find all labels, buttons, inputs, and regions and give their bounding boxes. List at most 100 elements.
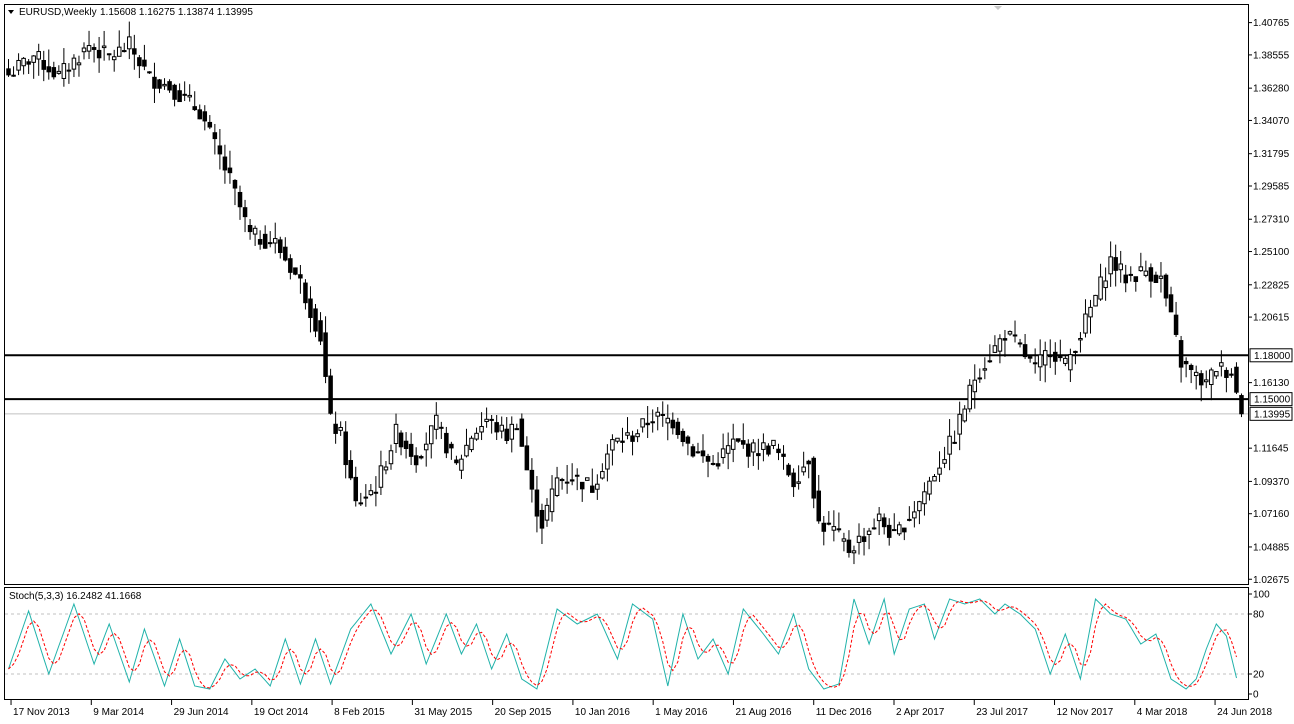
candle-body: [232, 179, 238, 189]
candle-body: [544, 504, 550, 521]
candle-body: [514, 428, 520, 431]
candle-body: [1037, 354, 1043, 368]
candle-body: [1193, 371, 1199, 377]
candle-body: [459, 458, 464, 471]
scroll-marker-icon[interactable]: [994, 6, 1002, 10]
candle-body: [36, 51, 41, 60]
price-tick-label: 1.20615: [1253, 313, 1290, 324]
stoch-axis: 100 80 20 0: [5, 590, 1270, 701]
candle-body: [1093, 294, 1098, 307]
candle-body: [876, 513, 882, 522]
candle-body: [86, 45, 92, 52]
candle-body: [746, 443, 751, 457]
candle-body: [177, 90, 182, 103]
candle-body: [675, 421, 681, 436]
candle-body: [1203, 379, 1209, 383]
candle-body: [806, 460, 811, 465]
candle-body: [811, 457, 816, 499]
candle-body: [897, 524, 902, 535]
candle-body: [428, 425, 434, 445]
candle-body: [1133, 276, 1139, 282]
candle-body: [655, 411, 660, 417]
price-tick-label: 1.25100: [1253, 247, 1290, 258]
horizontal-levels[interactable]: 1.13995 1.18000 1.15000: [5, 348, 1293, 421]
candle-body: [197, 109, 203, 120]
candle-body: [227, 167, 233, 174]
candle-body: [398, 432, 404, 448]
stoch-tick-label: 80: [1253, 610, 1265, 621]
candle-body: [1032, 362, 1038, 365]
candle-body: [237, 191, 243, 208]
candle-body: [902, 527, 907, 533]
candle-body: [1108, 256, 1113, 275]
candle-body: [127, 36, 132, 50]
candle-body: [539, 509, 545, 529]
candle-body: [856, 535, 862, 543]
candle-body: [1113, 257, 1118, 271]
candle-body: [71, 57, 77, 70]
stoch-signal-line: [8, 600, 1237, 689]
candle-body: [786, 464, 791, 476]
candle-body: [751, 442, 756, 453]
time-tick-label: 8 Feb 2015: [334, 707, 385, 718]
candle-body: [881, 517, 887, 528]
candle-body: [1214, 371, 1219, 377]
candle-body: [725, 445, 731, 454]
candle-body: [776, 448, 781, 454]
candle-body: [640, 418, 645, 428]
candle-body: [1128, 273, 1134, 276]
time-tick-label: 17 Nov 2013: [13, 707, 70, 718]
candle-body: [625, 432, 630, 436]
candle-body: [932, 475, 937, 482]
candle-body: [489, 418, 494, 421]
candle-body: [534, 489, 540, 517]
candle-body: [1123, 274, 1128, 284]
candle-body: [1168, 294, 1174, 313]
candle-body: [192, 106, 197, 111]
time-tick-label: 29 Jun 2014: [174, 707, 229, 718]
candle-body: [283, 246, 288, 261]
candle-body: [590, 485, 595, 493]
level-tag: [1249, 392, 1293, 407]
candle-body: [1047, 355, 1053, 358]
candle-body: [76, 62, 82, 66]
candle-body: [1118, 263, 1123, 271]
candle-body: [720, 448, 726, 459]
candle-body: [861, 536, 867, 542]
candle-body: [801, 466, 806, 473]
candle-body: [348, 460, 353, 479]
candle-body: [373, 491, 379, 494]
candle-body: [207, 121, 213, 128]
candle-body: [308, 298, 313, 318]
candle-body: [610, 439, 615, 451]
candle-body: [1002, 338, 1008, 341]
stoch-lines: [8, 597, 1237, 690]
candle-body: [504, 428, 509, 441]
candle-body: [957, 413, 962, 435]
candle-body: [137, 57, 142, 67]
candle-body: [680, 430, 686, 443]
candle-body: [378, 465, 384, 488]
candle-body: [871, 527, 877, 530]
candle-body: [1219, 362, 1224, 367]
candle-body: [408, 443, 414, 457]
candle-body: [101, 45, 107, 49]
candle-body: [781, 453, 786, 457]
price-tick-label: 1.27310: [1253, 215, 1290, 226]
candle-body: [715, 463, 721, 467]
candle-body: [1224, 369, 1229, 378]
chevron-down-icon[interactable]: [8, 10, 14, 14]
candle-body: [796, 481, 801, 484]
candle-body: [1143, 270, 1149, 276]
candle-body: [891, 529, 897, 532]
candle-body: [106, 53, 112, 56]
candle-body: [247, 225, 253, 233]
time-tick-label: 9 Mar 2014: [93, 707, 144, 718]
candle-body: [942, 459, 947, 464]
candle-body: [81, 47, 87, 53]
candle-body: [992, 345, 998, 353]
candle-body: [116, 46, 122, 57]
candle-body: [132, 48, 137, 55]
candle-body: [695, 451, 701, 454]
candle-body: [172, 84, 177, 100]
